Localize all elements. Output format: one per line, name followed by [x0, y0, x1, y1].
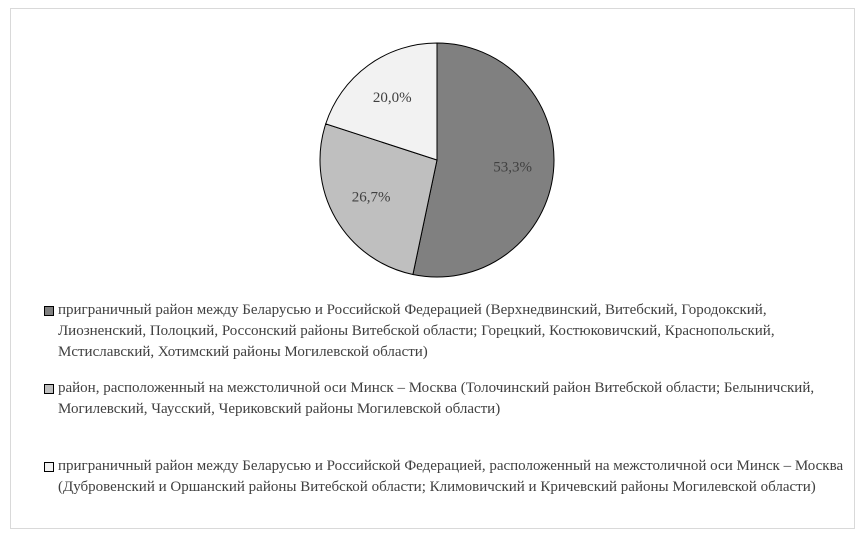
- legend-marker: [44, 462, 54, 472]
- pie-slice: [325, 42, 438, 161]
- legend-label: приграничный район между Беларусью и Рос…: [58, 302, 775, 360]
- legend-item: приграничный район между Беларусью и Рос…: [44, 456, 844, 498]
- legend-item: приграничный район между Беларусью и Рос…: [44, 300, 844, 363]
- pie-slice: [412, 42, 555, 278]
- legend-label: приграничный район между Беларусью и Рос…: [58, 458, 844, 495]
- pie-slice: [319, 123, 438, 276]
- data-label: 26,7%: [352, 190, 391, 206]
- chart-frame: [10, 8, 855, 529]
- data-label: 53,3%: [493, 159, 532, 175]
- legend-label: район, расположенный на межстоличной оси…: [58, 380, 815, 417]
- legend-marker: [44, 384, 54, 394]
- legend-item: район, расположенный на межстоличной оси…: [44, 378, 844, 420]
- legend-marker: [44, 306, 54, 316]
- data-label: 20,0%: [373, 90, 412, 106]
